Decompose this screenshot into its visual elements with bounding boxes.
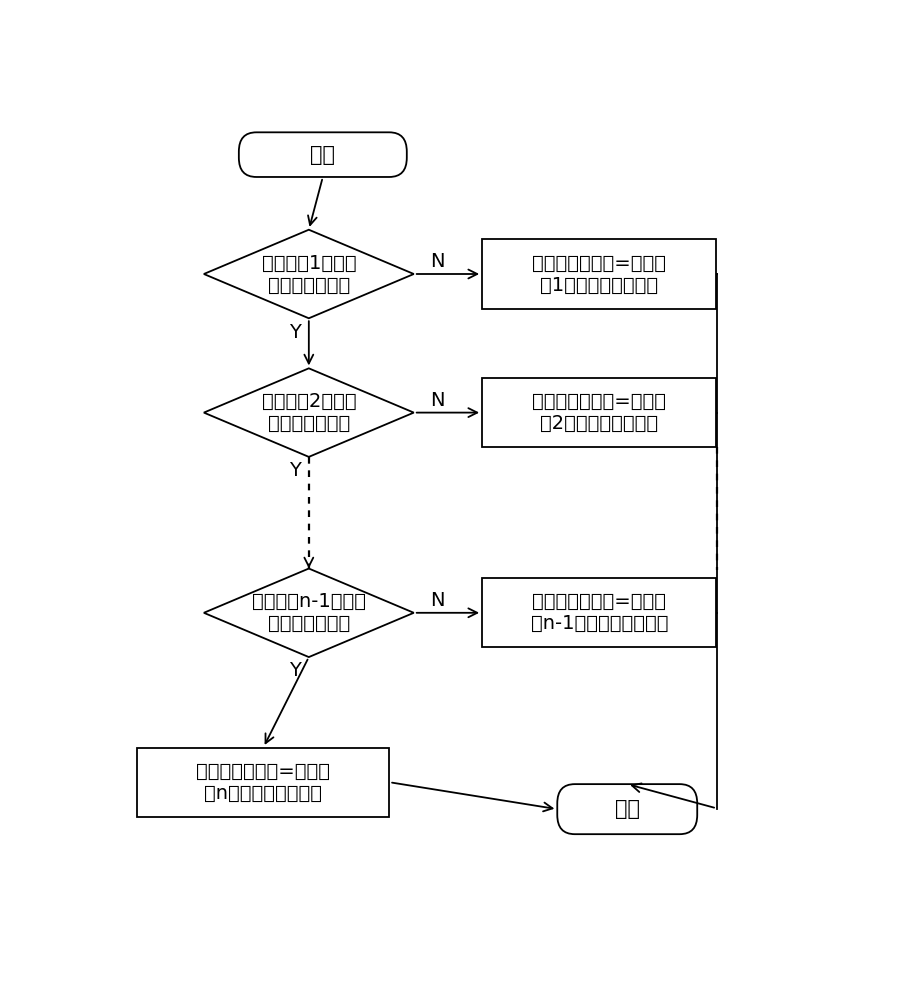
Bar — [482, 578, 715, 647]
Text: 有功测量源测值=优先级
为2的有功测量源测值: 有功测量源测值=优先级 为2的有功测量源测值 — [531, 392, 666, 433]
Bar — [482, 239, 715, 309]
Text: Y: Y — [289, 661, 300, 680]
Text: Y: Y — [289, 461, 300, 480]
Bar — [137, 748, 389, 817]
Text: 优先级为1的有功
测量源品质为坏: 优先级为1的有功 测量源品质为坏 — [262, 253, 355, 294]
Text: 开始: 开始 — [310, 145, 335, 165]
Polygon shape — [204, 368, 413, 457]
Text: 优先级为2的有功
测量源品质为坏: 优先级为2的有功 测量源品质为坏 — [262, 392, 355, 433]
Polygon shape — [204, 230, 413, 318]
Polygon shape — [204, 569, 413, 657]
Text: 有功测量源测值=优先级
为n的有功测量源测值: 有功测量源测值=优先级 为n的有功测量源测值 — [196, 762, 330, 803]
Bar — [482, 378, 715, 447]
Text: 优先级为n-1的有功
测量源品质为坏: 优先级为n-1的有功 测量源品质为坏 — [252, 592, 365, 633]
Text: N: N — [429, 391, 444, 410]
FancyBboxPatch shape — [557, 784, 696, 834]
Text: Y: Y — [289, 323, 300, 342]
Text: N: N — [429, 591, 444, 610]
Text: 结束: 结束 — [614, 799, 639, 819]
Text: 有功测量源测值=优先级
为n-1的有功测量源测值: 有功测量源测值=优先级 为n-1的有功测量源测值 — [529, 592, 667, 633]
Text: N: N — [429, 252, 444, 271]
FancyBboxPatch shape — [238, 132, 407, 177]
Text: 有功测量源测值=优先级
为1的有功测量源测值: 有功测量源测值=优先级 为1的有功测量源测值 — [531, 253, 666, 294]
